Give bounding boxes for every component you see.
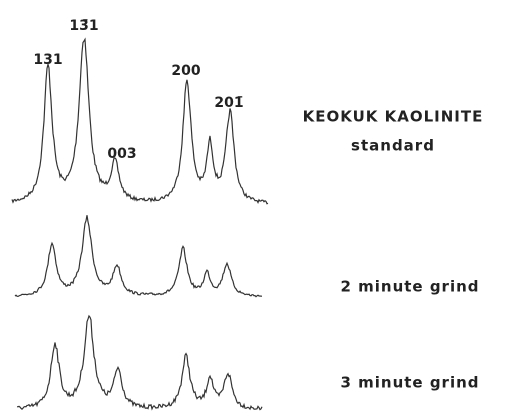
peak-label: 200 xyxy=(171,63,200,79)
trace xyxy=(11,37,269,205)
peak-label: 201̄ xyxy=(214,95,243,111)
trace xyxy=(16,314,263,411)
peak-label: 13̄1 xyxy=(69,18,98,34)
trace-title: 3 minute grind xyxy=(340,374,479,392)
trace-title: 2 minute grind xyxy=(340,278,479,296)
peak-label: 131 xyxy=(33,52,62,68)
peak-label: 003 xyxy=(107,146,136,162)
trace-subtitle: standard xyxy=(351,137,435,155)
trace-title: KEOKUK KAOLINITE xyxy=(303,108,484,126)
trace xyxy=(14,215,263,298)
